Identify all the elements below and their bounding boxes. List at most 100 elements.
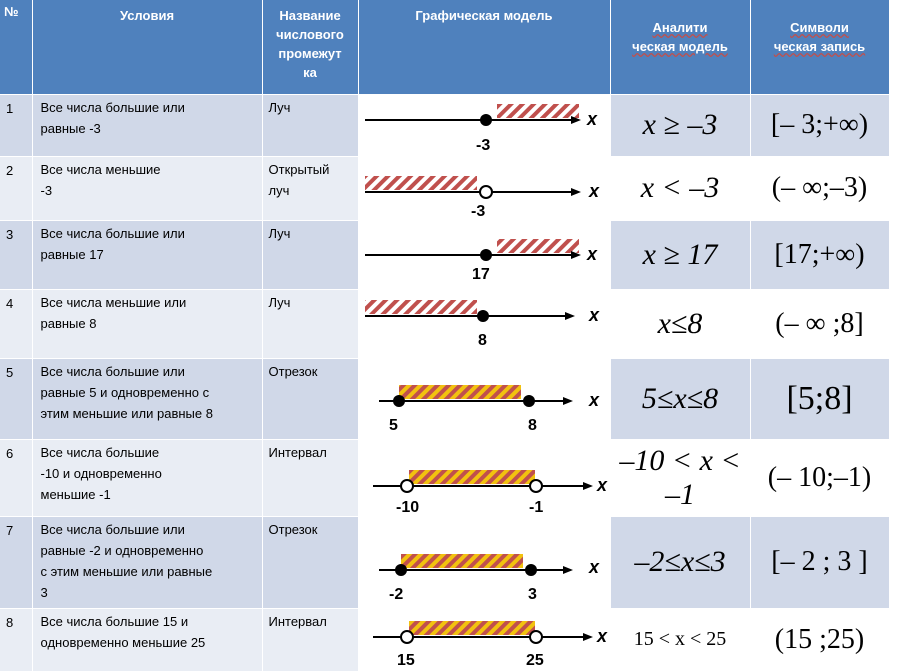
row-graph-model: -3 x: [358, 156, 611, 221]
number-line-segment: -2 3 x: [378, 553, 600, 603]
row-graph-model: 15 25 x: [358, 608, 611, 672]
header-analytic-model: Аналити ческая модель: [610, 0, 751, 95]
axis-arrow: [570, 187, 581, 196]
axis-label: x: [596, 475, 608, 495]
number-line-ray-right: 17 x: [364, 238, 598, 283]
row-conditions: Все числа большие -10 и одновременно мень…: [32, 439, 263, 517]
row-graph-model: -3 x: [358, 94, 611, 157]
header-conditions: Условия: [32, 0, 263, 95]
row-interval-name: Отрезок: [262, 358, 359, 440]
number-line-interval: -10 -1 x: [372, 469, 608, 516]
axis-arrow: [562, 396, 573, 405]
hatched-region: [364, 175, 477, 190]
number-line-ray-left: 8 x: [364, 299, 600, 349]
row-number: 3: [0, 220, 33, 290]
point-label-left: -2: [389, 586, 403, 603]
row-number: 8: [0, 608, 33, 672]
row-number: 6: [0, 439, 33, 517]
row-symbolic: (– ∞;–3): [750, 156, 890, 221]
row-number: 1: [0, 94, 33, 157]
row-analytic: –2≤x≤3: [610, 516, 751, 609]
closed-point-right: [522, 394, 535, 407]
row-interval-name: Луч: [262, 94, 359, 157]
axis-label: x: [588, 557, 600, 577]
row-symbolic: (15 ;25): [750, 608, 890, 672]
row-conditions: Все числа большие или равные 5 и одноврем…: [32, 358, 263, 440]
axis-label: x: [588, 181, 600, 201]
axis-arrow: [564, 311, 575, 320]
row-symbolic: [5;8]: [750, 358, 890, 440]
point-label: 17: [472, 266, 490, 283]
closed-point-left: [392, 394, 405, 407]
row-conditions: Все числа большие или равные 17: [32, 220, 263, 290]
row-graph-model: 5 8 x: [358, 358, 611, 440]
point-label: -3: [476, 137, 490, 154]
row-analytic: x < –3: [610, 156, 751, 221]
row-conditions: Все числа большие 15 и одновременно меньш…: [32, 608, 263, 672]
header-row: № Условия Название числового промежут ка Гр…: [0, 0, 890, 95]
row-analytic: –10 < x < –1: [610, 439, 751, 517]
hatched-region: [364, 299, 477, 314]
row-symbolic: [– 3;+∞): [750, 94, 890, 157]
row-analytic: 15 < x < 25: [610, 608, 751, 672]
hatched-region: [400, 553, 523, 568]
row-conditions: Все числа меньшие или равные 8: [32, 289, 263, 359]
row-number: 7: [0, 516, 33, 609]
row-interval-name: Интервал: [262, 608, 359, 672]
table-row: 7 Все числа большие или равные -2 и однов…: [0, 516, 890, 609]
row-symbolic: (– ∞ ;8]: [750, 289, 890, 359]
row-interval-name: Открытый луч: [262, 156, 359, 221]
row-graph-model: 17 x: [358, 220, 611, 290]
row-conditions: Все числа большие или равные -3: [32, 94, 263, 157]
axis-label: x: [596, 626, 608, 646]
row-graph-model: -10 -1 x: [358, 439, 611, 517]
table-row: 3 Все числа большие или равные 17 Луч 17 …: [0, 220, 890, 290]
header-num: №: [0, 0, 33, 95]
point-label-right: 8: [528, 417, 537, 434]
point-label: 8: [478, 332, 487, 349]
axis-label: x: [588, 305, 600, 325]
row-interval-name: Луч: [262, 220, 359, 290]
point-label-left: -10: [396, 499, 419, 516]
row-interval-name: Интервал: [262, 439, 359, 517]
axis-label: x: [586, 109, 598, 129]
axis-label: x: [588, 390, 600, 410]
row-analytic: x ≥ –3: [610, 94, 751, 157]
hatched-region: [408, 469, 535, 484]
axis-arrow: [582, 632, 593, 641]
point-label-left: 15: [397, 652, 415, 669]
number-line-ray-left: -3 x: [364, 175, 600, 219]
closed-point-right: [524, 563, 537, 576]
header-interval-name: Название числового промежут ка: [262, 0, 359, 95]
row-analytic: x ≥ 17: [610, 220, 751, 290]
row-symbolic: (– 10;–1): [750, 439, 890, 517]
header-graph-model: Графическая модель: [358, 0, 611, 95]
hatched-region: [408, 620, 535, 635]
row-graph-model: 8 x: [358, 289, 611, 359]
axis-arrow: [562, 565, 573, 574]
table-row: 2 Все числа меньшие -3 Открытый луч -3 x …: [0, 156, 890, 221]
row-graph-model: -2 3 x: [358, 516, 611, 609]
hatched-region: [496, 238, 579, 253]
row-analytic: x≤8: [610, 289, 751, 359]
row-number: 5: [0, 358, 33, 440]
table-row: 6 Все числа большие -10 и одновременно ме…: [0, 439, 890, 517]
hatched-region: [496, 103, 579, 118]
row-analytic: 5≤x≤8: [610, 358, 751, 440]
table-row: 8 Все числа большие 15 и одновременно мен…: [0, 608, 890, 672]
axis-arrow: [570, 250, 581, 259]
open-point: [478, 184, 493, 199]
open-point-left: [399, 478, 414, 493]
hatched-region: [398, 384, 521, 399]
point-label-left: 5: [389, 417, 398, 434]
row-conditions: Все числа большие или равные -2 и одновре…: [32, 516, 263, 609]
closed-point: [479, 248, 492, 261]
closed-point: [476, 309, 489, 322]
point-label-right: -1: [529, 499, 543, 516]
row-symbolic: [17;+∞): [750, 220, 890, 290]
open-point-right: [528, 629, 543, 644]
row-interval-name: Луч: [262, 289, 359, 359]
row-interval-name: Отрезок: [262, 516, 359, 609]
number-line-segment: 5 8 x: [378, 384, 600, 434]
table-row: 5 Все числа большие или равные 5 и одновр…: [0, 358, 890, 440]
